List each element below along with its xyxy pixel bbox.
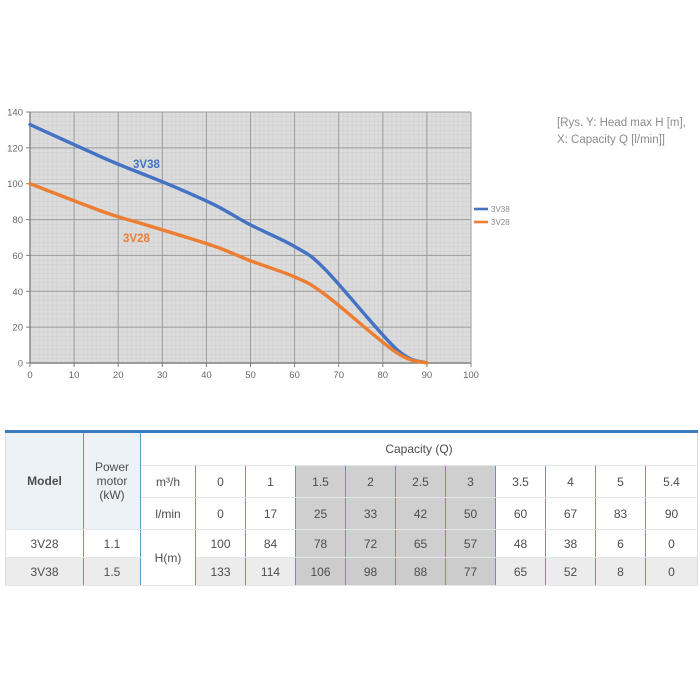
y-axis-tick-label: 20 xyxy=(12,323,23,334)
head-value-3V38-0: 133 xyxy=(195,557,246,586)
curve-label-3V38: 3V38 xyxy=(133,159,160,171)
head-value-3V28-0: 100 xyxy=(195,529,246,558)
x-axis-tick-label: 60 xyxy=(289,370,300,381)
y-axis-tick-label: 0 xyxy=(18,359,23,370)
head-value-3V28-7: 38 xyxy=(545,529,596,558)
head-value-3V38-7: 52 xyxy=(545,557,596,586)
model-cell-3V38: 3V38 xyxy=(5,557,84,586)
unit-label-lmin: l/min xyxy=(140,497,196,530)
head-value-3V38-4: 88 xyxy=(395,557,446,586)
x-axis-tick-label: 50 xyxy=(245,370,256,381)
head-value-3V38-9: 0 xyxy=(645,557,698,586)
capacity-value-lmin-5: 50 xyxy=(445,497,496,530)
head-value-3V38-1: 114 xyxy=(245,557,296,586)
legend-entry-3V28: 3V28 xyxy=(474,218,510,227)
capacity-value-lmin-9: 90 xyxy=(645,497,698,530)
head-value-3V38-3: 98 xyxy=(345,557,396,586)
capacity-value-m3h-7: 4 xyxy=(545,465,596,498)
pump-curve-chart: 0 10 20 30 40 50 60 70 80 90 100 0 20 40 60 80 100 120 140… xyxy=(7,108,510,382)
capacity-value-lmin-7: 67 xyxy=(545,497,596,530)
head-value-3V28-3: 72 xyxy=(345,529,396,558)
power-cell-3V28: 1.1 xyxy=(83,529,141,558)
x-axis-tick-label: 0 xyxy=(27,370,32,381)
axis-annotation: [Rys. Y: Head max H [m], X: Capacity Q [… xyxy=(557,115,700,150)
legend-entry-3V38: 3V38 xyxy=(474,205,510,214)
head-value-3V28-1: 84 xyxy=(245,529,296,558)
capacity-value-lmin-2: 25 xyxy=(295,497,346,530)
curve-label-3V28: 3V28 xyxy=(123,233,150,245)
head-value-3V28-9: 0 xyxy=(645,529,698,558)
model-cell-3V28: 3V28 xyxy=(5,529,84,558)
y-axis-tick-label: 100 xyxy=(7,179,23,190)
head-value-3V28-5: 57 xyxy=(445,529,496,558)
capacity-value-m3h-5: 3 xyxy=(445,465,496,498)
table-header-row: Model Power motor (kW) Capacity (Q) xyxy=(5,431,698,530)
capacity-value-lmin-3: 33 xyxy=(345,497,396,530)
y-axis-tick-label: 80 xyxy=(12,215,23,226)
head-value-3V28-8: 6 xyxy=(595,529,646,558)
unit-row-m3h: m³/h 0 1 1.5 2 2.5 3 3.5 4 5 5.4 xyxy=(6,465,698,498)
x-axis-tick-label: 100 xyxy=(463,370,479,381)
capacity-value-m3h-2: 1.5 xyxy=(295,465,346,498)
curve-3V38 xyxy=(28,122,429,365)
x-axis-tick-label: 10 xyxy=(69,370,80,381)
power-header-cell: Power motor (kW) xyxy=(83,431,141,530)
model-header-cell: Model xyxy=(5,431,84,530)
h-label-cell: H(m) xyxy=(140,529,196,586)
head-value-3V38-5: 77 xyxy=(445,557,496,586)
unit-row-lmin: l/min 0 17 25 33 42 50 60 67 83 90 xyxy=(6,497,698,530)
x-axis-tick-label: 40 xyxy=(201,370,212,381)
y-axis-tick-label: 40 xyxy=(12,287,23,298)
x-axis-tick-label: 80 xyxy=(378,370,389,381)
x-axis-tick-label: 70 xyxy=(333,370,344,381)
capacity-value-m3h-0: 0 xyxy=(195,465,246,498)
capacity-value-m3h-1: 1 xyxy=(245,465,296,498)
power-cell-3V38: 1.5 xyxy=(83,557,141,586)
legend-label-3V38: 3V38 xyxy=(491,205,510,214)
axis-annotation-line2: X: Capacity Q [l/min]] xyxy=(557,134,666,147)
x-axis-tick-label: 20 xyxy=(113,370,124,381)
head-value-3V28-4: 65 xyxy=(395,529,446,558)
y-axis-tick-label: 140 xyxy=(7,108,23,119)
table-row-3V38: 3V38 1.5 133 114 106 98 88 77 65 52 8 0 xyxy=(5,557,698,586)
curve-3V28 xyxy=(28,182,429,365)
capacity-value-m3h-8: 5 xyxy=(595,465,646,498)
y-axis-tick-label: 60 xyxy=(12,251,23,262)
x-axis-tick-label: 90 xyxy=(422,370,433,381)
head-value-3V28-2: 78 xyxy=(295,529,346,558)
head-value-3V38-8: 8 xyxy=(595,557,646,586)
legend-label-3V28: 3V28 xyxy=(491,218,510,227)
axis-annotation-line1: [Rys. Y: Head max H [m], xyxy=(557,117,686,129)
capacity-value-lmin-1: 17 xyxy=(245,497,296,530)
head-value-3V38-6: 65 xyxy=(495,557,546,586)
capacity-value-lmin-6: 60 xyxy=(495,497,546,530)
capacity-value-m3h-6: 3.5 xyxy=(495,465,546,498)
capacity-header-cell: Capacity (Q) xyxy=(140,431,698,466)
capacity-value-m3h-4: 2.5 xyxy=(395,465,446,498)
capacity-value-m3h-3: 2 xyxy=(345,465,396,498)
unit-label-m3h: m³/h xyxy=(140,465,196,498)
head-value-3V28-6: 48 xyxy=(495,529,546,558)
table-body: 3V28 1.1 H(m) 100 84 78 72 65 57 48 38 6 0 3V38 1.5 133… xyxy=(5,529,698,586)
capacity-value-lmin-4: 42 xyxy=(395,497,446,530)
pump-spec-table: Model Power motor (kW) Capacity (Q) m³/h 0 1 1… xyxy=(5,430,698,586)
table-head: Model Power motor (kW) Capacity (Q) m³/h 0 1 1… xyxy=(5,431,698,530)
table-row-3V28: 3V28 1.1 H(m) 100 84 78 72 65 57 48 38 6 0 xyxy=(5,529,698,586)
x-axis-tick-label: 30 xyxy=(157,370,168,381)
y-axis-tick-label: 120 xyxy=(7,143,23,154)
capacity-value-m3h-9: 5.4 xyxy=(645,465,698,498)
capacity-value-lmin-0: 0 xyxy=(195,497,246,530)
head-value-3V38-2: 106 xyxy=(295,557,346,586)
capacity-value-lmin-8: 83 xyxy=(595,497,646,530)
